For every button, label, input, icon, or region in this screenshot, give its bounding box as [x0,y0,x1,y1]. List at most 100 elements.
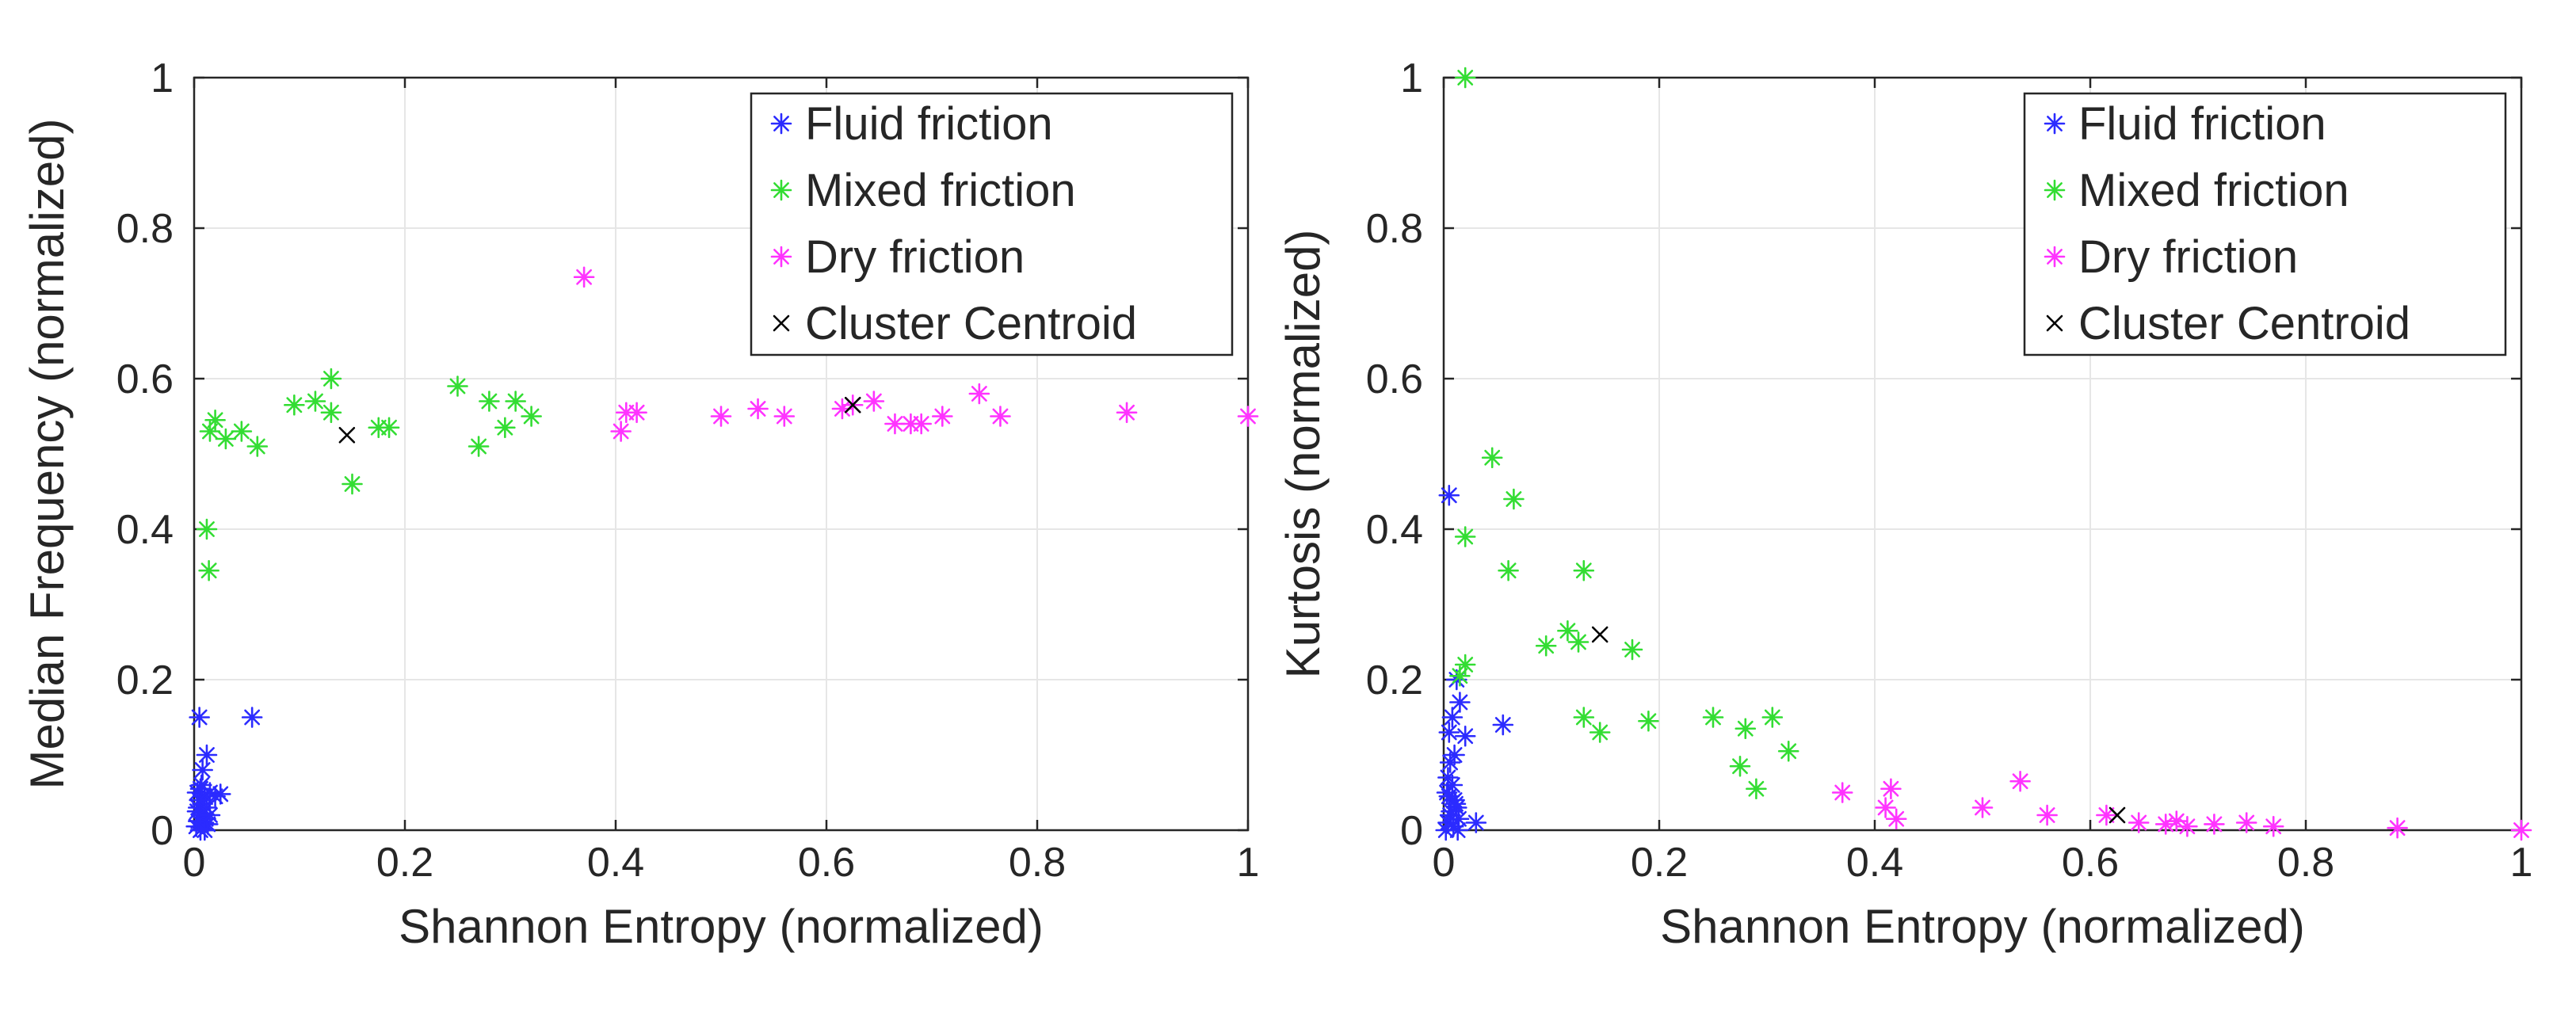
legend-label-dry-friction: Dry friction [805,231,1025,283]
data-point [1454,725,1476,747]
y-tick-label: 1 [1400,55,1423,101]
data-point [189,789,210,811]
data-point [910,413,932,435]
data-point [1435,819,1457,841]
data-point [191,774,212,796]
x-tick-label: 0.2 [376,840,433,886]
data-point [1454,654,1476,676]
legend-marker [770,179,792,201]
data-point [2009,770,2031,792]
series-fluid-friction [185,707,263,841]
legend-marker [773,314,790,332]
data-point [1875,797,1896,818]
data-point [990,406,1011,427]
x-tick-label: 0 [183,840,206,886]
legend-label-fluid-friction: Fluid friction [805,98,1053,150]
x-tick-label: 1 [1237,840,1260,886]
data-point [1437,812,1459,833]
data-point [1492,714,1514,736]
y-tick-label: 0.2 [116,657,174,703]
data-point [1481,447,1503,469]
legend: Fluid friction Mixed friction Dry fricti… [750,92,1234,356]
chart-right-kurtosis: 0 0.2 0.4 0.6 0.8 1 0 0.2 0.4 0.6 0.8 1 … [1277,55,2532,953]
x-axis-label: Shannon Entropy (normalized) [399,900,1044,953]
legend-label-fluid-friction: Fluid friction [2078,98,2326,150]
y-tick-label: 0.6 [1366,356,1423,402]
y-tick-label: 0.4 [1366,507,1423,553]
data-point [196,744,218,766]
data-point [1729,755,1751,777]
data-point [1454,67,1476,89]
data-point [1746,778,1767,800]
data-point [199,804,221,826]
y-axis-label: Median Frequency (normalized) [21,118,74,789]
data-point [1441,800,1462,822]
series-cluster-centroid [1591,626,2126,824]
legend-label-cluster-centroid: Cluster Centroid [805,298,1137,349]
data-point [2036,804,2058,826]
data-point [304,391,326,412]
x-tick-label: 0.6 [2062,840,2119,886]
legend-marker [2046,314,2063,332]
centroid-point [338,426,356,444]
x-tick-label: 0.8 [2277,840,2334,886]
data-point [196,518,218,540]
data-point [1621,638,1643,661]
data-point [204,785,226,807]
data-point [1439,804,1461,826]
data-point [1885,808,1907,830]
data-point [505,391,526,412]
data-point [626,402,647,424]
legend-label-dry-friction: Dry friction [2078,231,2298,283]
data-point [1880,778,1902,800]
data-point [710,406,732,427]
y-tick-label: 0.8 [1366,206,1423,252]
y-tick-label: 0.2 [1366,657,1423,703]
data-point [231,421,253,442]
y-tick-label: 0.4 [116,507,174,553]
x-tick-label: 1 [2510,840,2533,886]
legend-box [2023,92,2507,356]
data-point [1438,785,1460,807]
data-point [932,406,953,427]
data-point [1573,707,1595,728]
data-point [199,782,221,803]
data-point [189,707,210,728]
data-point [241,707,263,728]
data-point [1444,744,1465,766]
data-point [204,409,226,431]
data-point [773,406,796,427]
data-point [479,391,500,412]
series-cluster-centroid [338,396,861,444]
data-point [186,800,208,822]
data-point [2262,815,2284,837]
data-point [521,406,542,427]
data-point [1454,526,1476,547]
legend-marker [2044,246,2066,268]
data-point [1702,707,1724,728]
data-point [215,428,237,450]
data-point [1777,740,1799,762]
data-point [1971,797,1994,818]
legend-marker [770,112,792,135]
data-point [1465,812,1487,833]
x-tick-label: 0 [1433,840,1456,886]
data-point [1444,789,1465,811]
data-points [185,266,1259,841]
data-point [2096,804,2117,826]
data-point [1441,774,1464,796]
data-point [1439,752,1461,773]
x-tick-label: 0.4 [1846,840,1903,886]
data-point [573,266,595,288]
data-point [189,778,212,800]
data-point [2235,812,2257,833]
data-point [1438,722,1460,743]
legend-marker [770,246,792,268]
legend-box [750,92,1234,356]
x-tick-label: 0.8 [1009,840,1066,886]
axes-box [193,76,1250,832]
y-tick-label: 0 [1400,808,1423,854]
legend-label-mixed-friction: Mixed friction [805,165,1076,216]
x-tick-labels: 0 0.2 0.4 0.6 0.8 1 [1433,840,2533,886]
